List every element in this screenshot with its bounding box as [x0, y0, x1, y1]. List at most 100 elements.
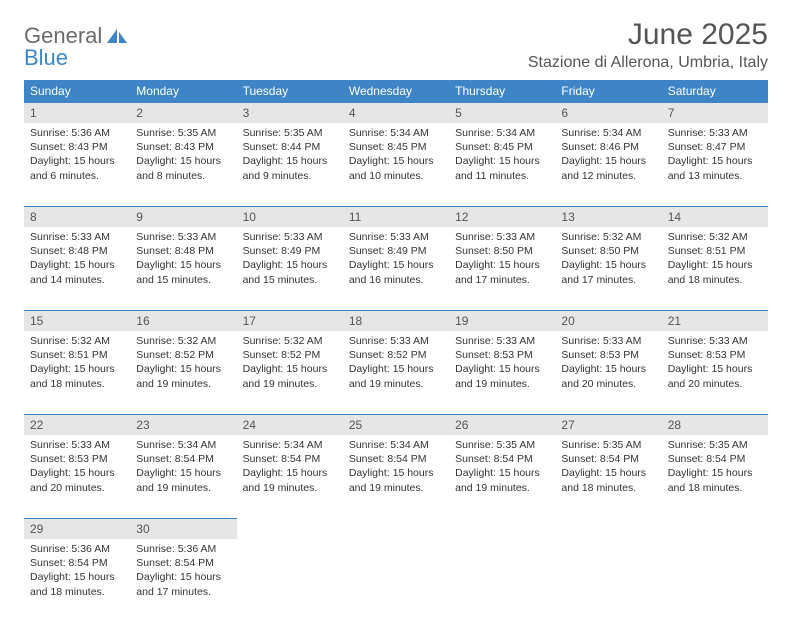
- day-number: [343, 519, 449, 540]
- weekday-header: Thursday: [449, 80, 555, 103]
- day-detail: Sunrise: 5:33 AMSunset: 8:47 PMDaylight:…: [662, 123, 768, 189]
- day-cell: Sunrise: 5:33 AMSunset: 8:53 PMDaylight:…: [449, 331, 555, 415]
- day-cell: Sunrise: 5:32 AMSunset: 8:50 PMDaylight:…: [555, 227, 661, 311]
- day-cell: Sunrise: 5:34 AMSunset: 8:46 PMDaylight:…: [555, 123, 661, 207]
- day-cell: Sunrise: 5:33 AMSunset: 8:49 PMDaylight:…: [237, 227, 343, 311]
- day-number: 24: [237, 415, 343, 436]
- day-cell: Sunrise: 5:35 AMSunset: 8:44 PMDaylight:…: [237, 123, 343, 207]
- daynum-row: 1234567: [24, 103, 768, 124]
- day-number: 14: [662, 207, 768, 228]
- day-detail: Sunrise: 5:33 AMSunset: 8:48 PMDaylight:…: [130, 227, 236, 293]
- day-detail: Sunrise: 5:32 AMSunset: 8:50 PMDaylight:…: [555, 227, 661, 293]
- day-detail: Sunrise: 5:34 AMSunset: 8:46 PMDaylight:…: [555, 123, 661, 189]
- day-number: 7: [662, 103, 768, 124]
- day-cell: Sunrise: 5:36 AMSunset: 8:54 PMDaylight:…: [130, 539, 236, 622]
- day-number: 4: [343, 103, 449, 124]
- day-cell: Sunrise: 5:34 AMSunset: 8:54 PMDaylight:…: [343, 435, 449, 519]
- day-cell: Sunrise: 5:36 AMSunset: 8:43 PMDaylight:…: [24, 123, 130, 207]
- day-cell: Sunrise: 5:33 AMSunset: 8:53 PMDaylight:…: [24, 435, 130, 519]
- daynum-row: 22232425262728: [24, 415, 768, 436]
- daynum-row: 2930: [24, 519, 768, 540]
- day-number: 30: [130, 519, 236, 540]
- day-cell: [555, 539, 661, 622]
- day-detail: Sunrise: 5:35 AMSunset: 8:54 PMDaylight:…: [662, 435, 768, 501]
- day-detail: Sunrise: 5:33 AMSunset: 8:49 PMDaylight:…: [343, 227, 449, 293]
- day-detail: Sunrise: 5:35 AMSunset: 8:43 PMDaylight:…: [130, 123, 236, 189]
- day-cell: Sunrise: 5:33 AMSunset: 8:48 PMDaylight:…: [24, 227, 130, 311]
- day-detail: Sunrise: 5:34 AMSunset: 8:54 PMDaylight:…: [130, 435, 236, 501]
- day-detail: Sunrise: 5:36 AMSunset: 8:54 PMDaylight:…: [130, 539, 236, 605]
- day-number: 11: [343, 207, 449, 228]
- day-number: 10: [237, 207, 343, 228]
- day-detail: Sunrise: 5:36 AMSunset: 8:54 PMDaylight:…: [24, 539, 130, 605]
- day-cell: Sunrise: 5:33 AMSunset: 8:53 PMDaylight:…: [555, 331, 661, 415]
- day-number: 16: [130, 311, 236, 332]
- day-number: 20: [555, 311, 661, 332]
- content-row: Sunrise: 5:33 AMSunset: 8:53 PMDaylight:…: [24, 435, 768, 519]
- month-title: June 2025: [528, 18, 768, 52]
- weekday-header-row: SundayMondayTuesdayWednesdayThursdayFrid…: [24, 80, 768, 103]
- day-number: 23: [130, 415, 236, 436]
- day-cell: Sunrise: 5:36 AMSunset: 8:54 PMDaylight:…: [24, 539, 130, 622]
- day-cell: [237, 539, 343, 622]
- day-detail: Sunrise: 5:33 AMSunset: 8:53 PMDaylight:…: [24, 435, 130, 501]
- day-detail: Sunrise: 5:35 AMSunset: 8:54 PMDaylight:…: [449, 435, 555, 501]
- content-row: Sunrise: 5:33 AMSunset: 8:48 PMDaylight:…: [24, 227, 768, 311]
- calendar-table: SundayMondayTuesdayWednesdayThursdayFrid…: [24, 80, 768, 622]
- day-detail: Sunrise: 5:34 AMSunset: 8:45 PMDaylight:…: [343, 123, 449, 189]
- weekday-header: Saturday: [662, 80, 768, 103]
- weekday-header: Tuesday: [237, 80, 343, 103]
- weekday-header: Sunday: [24, 80, 130, 103]
- day-number: 27: [555, 415, 661, 436]
- day-number: 29: [24, 519, 130, 540]
- day-cell: Sunrise: 5:32 AMSunset: 8:52 PMDaylight:…: [130, 331, 236, 415]
- day-detail: Sunrise: 5:33 AMSunset: 8:53 PMDaylight:…: [662, 331, 768, 397]
- day-detail: Sunrise: 5:34 AMSunset: 8:54 PMDaylight:…: [237, 435, 343, 501]
- day-detail: Sunrise: 5:36 AMSunset: 8:43 PMDaylight:…: [24, 123, 130, 189]
- location: Stazione di Allerona, Umbria, Italy: [528, 54, 768, 72]
- day-number: 3: [237, 103, 343, 124]
- day-number: 28: [662, 415, 768, 436]
- day-number: 13: [555, 207, 661, 228]
- day-cell: Sunrise: 5:34 AMSunset: 8:54 PMDaylight:…: [130, 435, 236, 519]
- day-cell: Sunrise: 5:33 AMSunset: 8:52 PMDaylight:…: [343, 331, 449, 415]
- logo: General Blue: [24, 24, 129, 69]
- day-number: 12: [449, 207, 555, 228]
- day-cell: Sunrise: 5:34 AMSunset: 8:45 PMDaylight:…: [449, 123, 555, 207]
- daynum-row: 891011121314: [24, 207, 768, 228]
- day-cell: [662, 539, 768, 622]
- day-cell: Sunrise: 5:33 AMSunset: 8:53 PMDaylight:…: [662, 331, 768, 415]
- day-number: 17: [237, 311, 343, 332]
- day-detail: Sunrise: 5:33 AMSunset: 8:49 PMDaylight:…: [237, 227, 343, 293]
- day-detail: Sunrise: 5:34 AMSunset: 8:45 PMDaylight:…: [449, 123, 555, 189]
- day-cell: Sunrise: 5:32 AMSunset: 8:51 PMDaylight:…: [24, 331, 130, 415]
- day-number: 6: [555, 103, 661, 124]
- day-detail: Sunrise: 5:33 AMSunset: 8:53 PMDaylight:…: [449, 331, 555, 397]
- day-number: 8: [24, 207, 130, 228]
- day-detail: Sunrise: 5:35 AMSunset: 8:54 PMDaylight:…: [555, 435, 661, 501]
- sail-icon: [105, 27, 129, 52]
- day-detail: Sunrise: 5:34 AMSunset: 8:54 PMDaylight:…: [343, 435, 449, 501]
- day-cell: Sunrise: 5:35 AMSunset: 8:54 PMDaylight:…: [449, 435, 555, 519]
- weekday-header: Wednesday: [343, 80, 449, 103]
- day-cell: Sunrise: 5:34 AMSunset: 8:54 PMDaylight:…: [237, 435, 343, 519]
- day-number: [662, 519, 768, 540]
- day-detail: Sunrise: 5:32 AMSunset: 8:52 PMDaylight:…: [130, 331, 236, 397]
- header: General Blue June 2025 Stazione di Aller…: [24, 18, 768, 72]
- day-detail: Sunrise: 5:32 AMSunset: 8:51 PMDaylight:…: [662, 227, 768, 293]
- logo-line2: Blue: [24, 46, 102, 69]
- day-cell: Sunrise: 5:33 AMSunset: 8:48 PMDaylight:…: [130, 227, 236, 311]
- day-cell: Sunrise: 5:33 AMSunset: 8:50 PMDaylight:…: [449, 227, 555, 311]
- day-detail: Sunrise: 5:33 AMSunset: 8:52 PMDaylight:…: [343, 331, 449, 397]
- day-number: 1: [24, 103, 130, 124]
- day-cell: Sunrise: 5:33 AMSunset: 8:49 PMDaylight:…: [343, 227, 449, 311]
- day-cell: Sunrise: 5:33 AMSunset: 8:47 PMDaylight:…: [662, 123, 768, 207]
- content-row: Sunrise: 5:36 AMSunset: 8:54 PMDaylight:…: [24, 539, 768, 622]
- day-cell: [343, 539, 449, 622]
- day-number: 18: [343, 311, 449, 332]
- weekday-header: Monday: [130, 80, 236, 103]
- day-detail: Sunrise: 5:32 AMSunset: 8:51 PMDaylight:…: [24, 331, 130, 397]
- day-detail: Sunrise: 5:32 AMSunset: 8:52 PMDaylight:…: [237, 331, 343, 397]
- day-number: 22: [24, 415, 130, 436]
- day-number: 21: [662, 311, 768, 332]
